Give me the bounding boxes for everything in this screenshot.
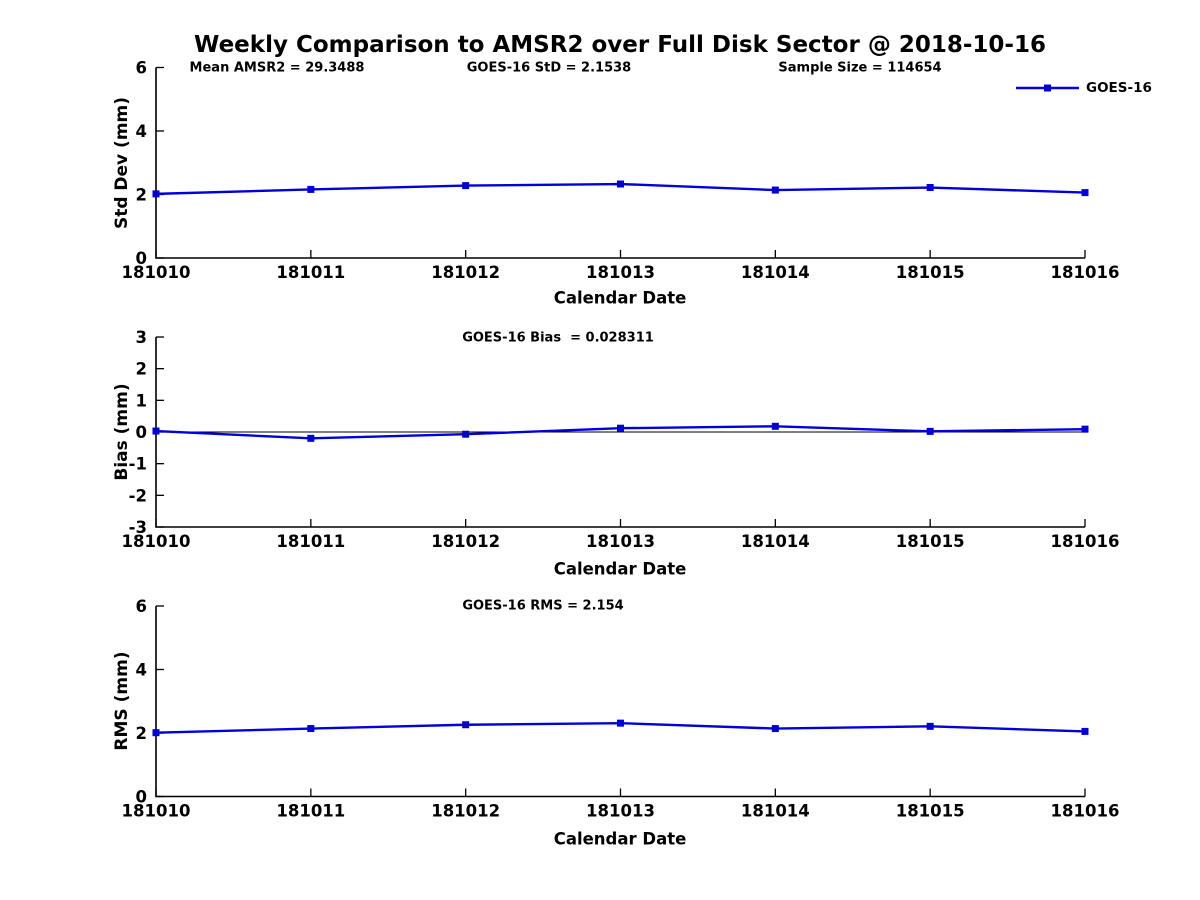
x-tick-label: 181014	[741, 532, 810, 551]
x-tick-label: 181013	[586, 802, 655, 821]
page-title: Weekly Comparison to AMSR2 over Full Dis…	[194, 32, 1046, 58]
data-marker	[617, 719, 624, 727]
x-tick-label: 181010	[122, 263, 191, 282]
y-tick-label: 2	[136, 724, 147, 743]
y-tick-label: 0	[136, 423, 147, 442]
data-marker	[1081, 425, 1089, 433]
data-marker	[926, 722, 934, 730]
y-tick-label: -3	[129, 518, 147, 537]
x-tick-label: 181013	[586, 532, 655, 551]
data-marker	[152, 190, 160, 198]
data-marker	[307, 725, 315, 733]
x-tick-label: 181012	[431, 802, 500, 821]
y-tick-label: 2	[136, 360, 147, 379]
x-tick-label: 181012	[431, 263, 500, 282]
data-marker	[462, 182, 470, 190]
x-tick-label: 181013	[586, 263, 655, 282]
data-marker	[1081, 727, 1089, 735]
axes	[155, 606, 1085, 798]
data-marker	[307, 434, 315, 442]
x-tick-label: 181010	[122, 802, 191, 821]
legend	[1016, 84, 1079, 92]
x-tick-label: 181016	[1051, 263, 1120, 282]
ylabel-std-dev: Std Dev (mm)	[112, 96, 132, 230]
data-marker	[926, 427, 934, 435]
y-tick-label: 6	[136, 597, 147, 616]
y-tick-label: 6	[136, 59, 147, 78]
legend-marker-sample	[1044, 84, 1051, 92]
data-marker	[771, 725, 779, 733]
x-tick-label: 181014	[741, 802, 810, 821]
data-marker	[1081, 189, 1089, 197]
data-marker	[462, 721, 470, 729]
data-marker	[462, 430, 470, 438]
x-tick-label: 181014	[741, 263, 810, 282]
y-tick-label: -1	[129, 455, 147, 474]
y-tick-label: 0	[136, 788, 147, 807]
data-marker	[926, 184, 934, 192]
y-tick-label: -2	[129, 486, 147, 505]
xlabel-calendar-date-1: Calendar Date	[553, 288, 687, 308]
y-tick-label: 4	[136, 122, 147, 141]
x-tick-label: 181012	[431, 532, 500, 551]
data-marker	[617, 180, 624, 188]
data-marker	[617, 424, 624, 432]
data-marker	[152, 427, 160, 435]
y-tick-label: 0	[136, 249, 147, 268]
x-tick-label: 181011	[276, 532, 345, 551]
data-marker	[152, 729, 160, 737]
annotation-goes16-bias: GOES-16 Bias = 0.028311	[462, 330, 654, 346]
x-tick-label: 181011	[276, 263, 345, 282]
axes	[155, 67, 1085, 259]
plot-panel-1: 0 2 4 6 181010 181011 181012 181013 181014 181015…	[122, 59, 1120, 283]
x-tick-label: 181015	[896, 802, 965, 821]
y-tick-label: 3	[136, 328, 147, 347]
x-tick-label: 181015	[896, 532, 965, 551]
annotation-sample-size: Sample Size = 114654	[778, 60, 942, 76]
x-tick-label: 181016	[1051, 802, 1120, 821]
data-marker	[307, 185, 315, 193]
y-tick-label: 1	[136, 391, 147, 410]
x-tick-label: 181011	[276, 802, 345, 821]
x-tick-label: 181016	[1051, 532, 1120, 551]
ylabel-rms: RMS (mm)	[112, 651, 132, 751]
xlabel-calendar-date-3: Calendar Date	[553, 829, 687, 849]
data-marker	[771, 422, 779, 430]
y-tick-label: 4	[136, 661, 147, 680]
annotation-goes16-std: GOES-16 StD = 2.1538	[466, 60, 632, 76]
plot-panel-3: 0 2 4 6 181010 181011 181012 181013 181014 181015…	[122, 597, 1120, 821]
xlabel-calendar-date-2: Calendar Date	[553, 559, 687, 579]
ylabel-bias: Bias (mm)	[112, 383, 132, 481]
legend-label: GOES-16	[1086, 80, 1152, 96]
x-tick-label: 181010	[122, 532, 191, 551]
data-marker	[771, 186, 779, 194]
x-tick-label: 181015	[896, 263, 965, 282]
annotation-mean-amsr2: Mean AMSR2 = 29.3488	[189, 60, 365, 76]
annotation-goes16-rms: GOES-16 RMS = 2.154	[462, 598, 624, 614]
y-tick-label: 2	[136, 186, 147, 205]
